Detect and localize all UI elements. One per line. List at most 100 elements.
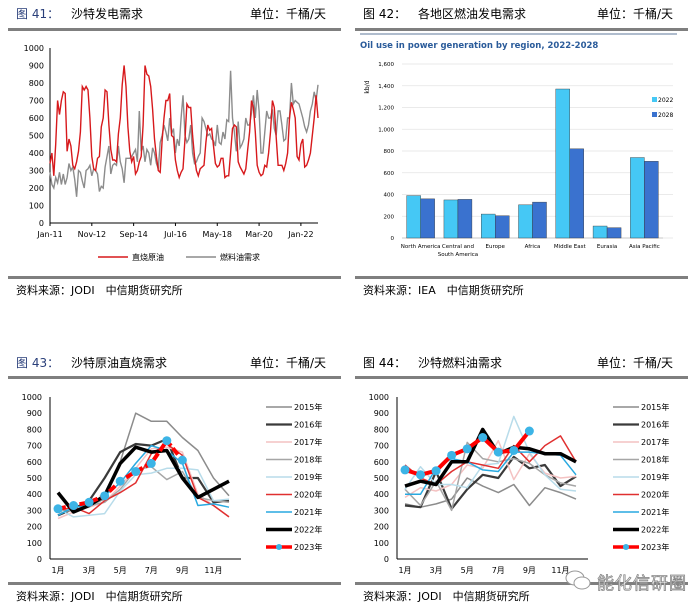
legend-label: 2022年 bbox=[294, 525, 322, 535]
bar bbox=[569, 148, 584, 239]
x-tick-label: 11月 bbox=[551, 566, 569, 575]
legend-label: 2016年 bbox=[641, 420, 669, 430]
y-tick-label: 900 bbox=[27, 409, 42, 418]
x-tick-label: Jan-22 bbox=[287, 230, 313, 239]
legend-label: 2023年 bbox=[641, 542, 669, 552]
y-tick-label: 0 bbox=[39, 219, 44, 228]
y-tick-label: 700 bbox=[374, 442, 389, 451]
y-tick-label: 1000 bbox=[369, 393, 389, 402]
watermark: 能化信研圈 bbox=[560, 567, 690, 595]
unit-label: 单位：千桶/天 bbox=[596, 7, 673, 21]
y-tick-label: 400 bbox=[374, 490, 389, 499]
wechat-icon bbox=[565, 570, 591, 590]
x-tick-label: Jan-11 bbox=[36, 230, 62, 239]
data-point bbox=[462, 444, 472, 454]
y-tick-label: 200 bbox=[374, 523, 389, 532]
x-tick-label: Africa bbox=[525, 244, 541, 250]
y-tick-label: 0 bbox=[391, 236, 395, 242]
data-point bbox=[400, 465, 410, 475]
figure-number: 图 42： bbox=[363, 7, 407, 21]
bar bbox=[592, 225, 608, 239]
y-tick-label: 1,000 bbox=[378, 127, 394, 133]
figure-number: 图 44： bbox=[363, 356, 407, 370]
y-tick-label: 200 bbox=[29, 184, 44, 193]
y-axis-label: kb/d bbox=[364, 80, 371, 93]
legend-label: 2018年 bbox=[641, 455, 669, 465]
chart-41: 0 100 200 300 400 500 600 700 800 900 1000 Jan-11 No… bbox=[24, 44, 319, 262]
y-tick-label: 100 bbox=[29, 202, 44, 211]
series-line bbox=[404, 427, 577, 488]
legend-label: 2023年 bbox=[294, 542, 322, 552]
y-tick-label: 300 bbox=[27, 506, 42, 515]
watermark-text: 能化信研圈 bbox=[597, 574, 687, 595]
series-line bbox=[57, 443, 230, 518]
y-tick-label: 400 bbox=[29, 149, 44, 158]
x-tick-label: 11月 bbox=[204, 566, 222, 575]
bar bbox=[606, 227, 622, 239]
y-tick-label: 600 bbox=[29, 114, 44, 123]
y-tick-label: 1,400 bbox=[378, 84, 394, 90]
y-tick-label: 300 bbox=[374, 506, 389, 515]
x-tick-label: 5月 bbox=[114, 566, 127, 575]
x-tick-label: 9月 bbox=[523, 566, 536, 575]
x-tick-label: 9月 bbox=[176, 566, 189, 575]
bar bbox=[630, 157, 645, 239]
legend-label: 2018年 bbox=[294, 455, 322, 465]
figure-number: 图 43： bbox=[16, 356, 60, 370]
legend-label: 燃料油需求 bbox=[220, 252, 260, 262]
y-tick-label: 0 bbox=[384, 555, 389, 564]
legend-label: 2016年 bbox=[294, 420, 322, 430]
bar bbox=[495, 215, 510, 239]
figure-44-header: 图 44： 沙特燃料油需求 单位：千桶/天 bbox=[355, 354, 688, 374]
x-tick-label: Europe bbox=[486, 244, 506, 250]
data-point bbox=[69, 501, 79, 511]
x-tick-label: Central and bbox=[442, 244, 474, 250]
legend-label: 2021年 bbox=[294, 507, 322, 517]
y-tick-label: 900 bbox=[374, 409, 389, 418]
bar bbox=[481, 213, 496, 239]
top-rule bbox=[355, 28, 688, 31]
figure-title: 沙特原油直烧需求 bbox=[71, 356, 168, 370]
data-point bbox=[431, 466, 441, 476]
y-tick-label: 300 bbox=[29, 167, 44, 176]
data-point bbox=[53, 504, 63, 514]
bottom-rule bbox=[8, 582, 341, 585]
legend-label: 2020年 bbox=[641, 490, 669, 500]
figure-title: 沙特燃料油需求 bbox=[418, 356, 503, 370]
legend-label: 2028 bbox=[658, 112, 673, 119]
y-tick-label: 800 bbox=[384, 149, 395, 155]
bottom-rule bbox=[355, 276, 688, 279]
unit-label: 单位：千桶/天 bbox=[249, 7, 326, 21]
series-line bbox=[404, 455, 577, 510]
chart-43: 0 100 200 300 400 500 600 700 800 900 1000 1月 3月 5月 7月… bbox=[22, 393, 323, 575]
legend-label: 直烧原油 bbox=[132, 252, 164, 262]
y-tick-label: 500 bbox=[374, 474, 389, 483]
y-tick-label: 800 bbox=[27, 425, 42, 434]
source-note: 资料来源：JODI 中信期货研究所 bbox=[16, 590, 183, 603]
source-note: 资料来源：JODI 中信期货研究所 bbox=[363, 590, 530, 603]
x-tick-label: Eurasia bbox=[597, 244, 617, 250]
y-tick-label: 600 bbox=[384, 171, 395, 177]
series-line bbox=[49, 65, 319, 180]
top-rule bbox=[355, 376, 688, 379]
x-tick-label: 3月 bbox=[430, 566, 443, 575]
bar bbox=[644, 161, 659, 239]
y-tick-label: 1000 bbox=[24, 44, 44, 53]
data-point bbox=[524, 426, 534, 436]
legend-label: 2015年 bbox=[641, 402, 669, 412]
bottom-rule bbox=[8, 276, 341, 279]
data-point bbox=[115, 476, 125, 486]
bar bbox=[443, 199, 459, 239]
unit-label: 单位：千桶/天 bbox=[249, 356, 326, 370]
top-rule bbox=[8, 28, 341, 31]
series-line bbox=[404, 439, 577, 499]
legend-label: 2017年 bbox=[294, 437, 322, 447]
figure-42-header: 图 42： 各地区燃油发电需求 单位：千桶/天 bbox=[355, 5, 688, 25]
chart-42: Oil use in power generation by region, 2… bbox=[360, 33, 677, 258]
x-tick-label: May-18 bbox=[203, 230, 232, 239]
x-tick-label: Mar-20 bbox=[245, 230, 273, 239]
data-point bbox=[100, 491, 110, 501]
y-tick-label: 600 bbox=[27, 458, 42, 467]
data-point bbox=[177, 455, 187, 465]
legend-swatch bbox=[652, 112, 657, 117]
